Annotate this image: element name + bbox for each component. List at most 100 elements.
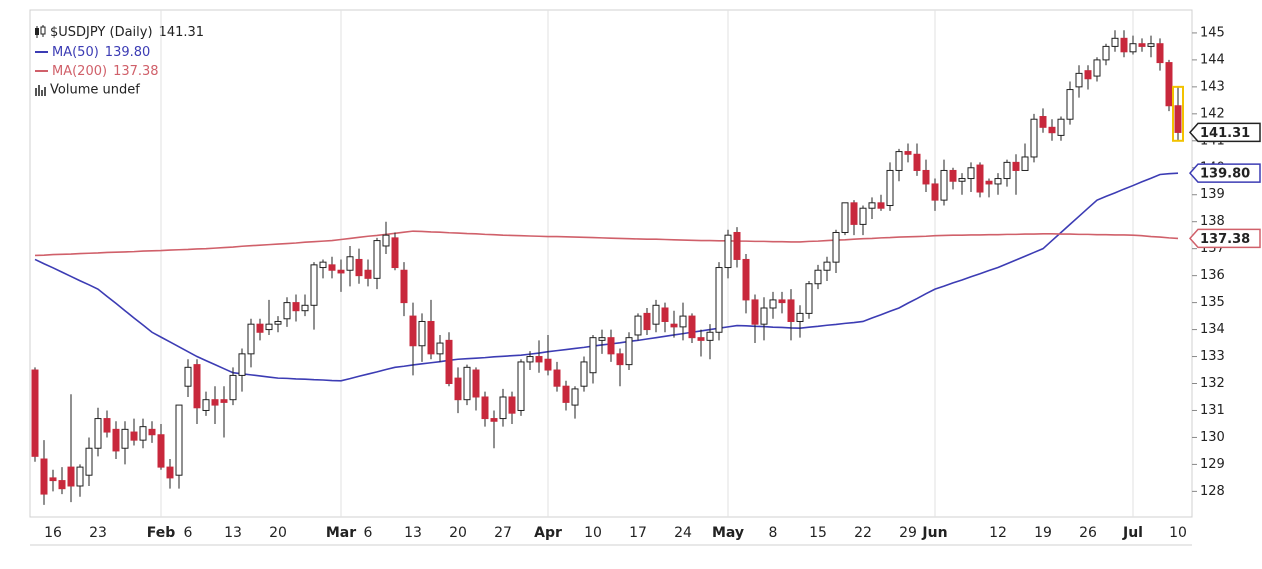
candle-body <box>121 428 129 449</box>
candle-body <box>904 151 912 155</box>
volume-icon <box>35 85 46 96</box>
x-tick-label: 20 <box>269 525 287 541</box>
candle <box>436 334 444 362</box>
candle <box>1084 65 1092 90</box>
candle-body <box>661 307 669 322</box>
candle <box>112 421 120 460</box>
candle-body <box>193 364 201 409</box>
candle <box>400 262 408 317</box>
candle-body <box>1039 116 1047 128</box>
candle-body <box>481 396 489 420</box>
legend-value: 137.38 <box>113 64 159 79</box>
candle <box>967 162 975 193</box>
candle <box>841 202 849 236</box>
candle <box>634 313 642 341</box>
candle-body <box>139 426 147 441</box>
candle <box>886 162 894 211</box>
candle <box>895 148 903 182</box>
candle-body <box>1147 43 1155 47</box>
badge-text: 137.38 <box>1200 232 1250 247</box>
candle-body <box>706 331 714 341</box>
candle <box>40 440 48 505</box>
candle <box>1102 43 1110 66</box>
candle <box>157 423 165 470</box>
x-tick-label: Jul <box>1122 525 1143 541</box>
candle-body <box>337 269 345 274</box>
candle <box>994 173 1002 195</box>
candle <box>643 307 651 335</box>
candle <box>751 294 759 344</box>
x-tick-label: Feb <box>147 525 176 541</box>
candle-body <box>1120 37 1128 53</box>
ma-badge: 139.80 <box>1188 163 1261 183</box>
candle <box>778 291 786 314</box>
x-tick-label: 10 <box>1169 525 1187 541</box>
candle <box>1030 113 1038 163</box>
candle-body <box>1057 118 1065 136</box>
candle <box>706 324 714 360</box>
candle <box>418 313 426 362</box>
legend-name: MA(50) <box>52 45 99 60</box>
candle <box>1111 30 1119 52</box>
candle <box>589 334 597 384</box>
candle-body <box>1048 126 1056 134</box>
candle <box>976 162 984 198</box>
candle-body <box>211 399 219 406</box>
candle-body <box>220 399 228 403</box>
candle-body <box>427 320 435 355</box>
candle-body <box>130 431 138 441</box>
candle-body <box>1165 62 1173 107</box>
candle-body <box>697 337 705 341</box>
candle <box>166 459 174 489</box>
candle-body <box>823 261 831 271</box>
candle <box>445 332 453 387</box>
candle-body <box>724 234 732 269</box>
candle <box>652 299 660 333</box>
x-tick-label: 16 <box>44 525 62 541</box>
candle <box>508 391 516 424</box>
candle-body <box>913 153 921 171</box>
candle <box>697 329 705 357</box>
candle <box>67 394 75 503</box>
candle <box>859 205 867 236</box>
candle-body <box>886 169 894 207</box>
candle-body <box>229 374 237 401</box>
candle <box>1093 57 1101 82</box>
y-tick-label: 132 <box>1200 376 1225 391</box>
candle-body <box>400 269 408 304</box>
candle <box>535 340 543 373</box>
candle-body <box>1129 43 1137 53</box>
candle-body <box>634 315 642 336</box>
candle-body <box>454 377 462 401</box>
candle <box>247 318 255 368</box>
candle-body <box>445 339 453 385</box>
candle <box>517 359 525 416</box>
y-tick-label: 145 <box>1200 25 1225 40</box>
candle-body <box>589 337 597 374</box>
candle <box>283 297 291 327</box>
candle-body <box>742 258 750 301</box>
candle-body <box>715 267 723 333</box>
candle <box>256 318 264 341</box>
candle-body <box>535 356 543 363</box>
candle-body <box>148 428 156 436</box>
candle-body <box>994 178 1002 185</box>
candle <box>472 367 480 411</box>
candle <box>1048 119 1056 141</box>
candle <box>868 197 876 220</box>
y-tick-label: 134 <box>1200 322 1225 337</box>
candle <box>463 364 471 406</box>
plot-frame <box>29 9 1193 518</box>
candle <box>796 305 804 338</box>
candle <box>742 254 750 314</box>
candle <box>940 159 948 206</box>
x-tick-label: Mar <box>326 525 356 541</box>
candle <box>85 437 93 486</box>
candle-body <box>157 434 165 468</box>
candle-body <box>553 369 561 387</box>
candle-body <box>364 269 372 279</box>
candle-body <box>409 315 417 347</box>
candle <box>985 178 993 198</box>
